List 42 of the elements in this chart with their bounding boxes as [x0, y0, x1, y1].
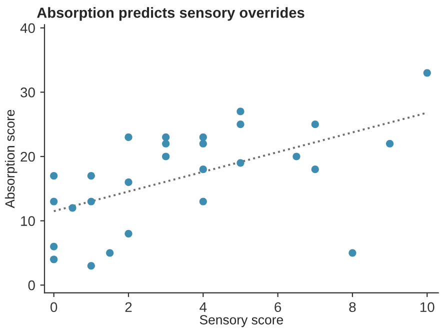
point	[87, 172, 95, 180]
point	[199, 166, 207, 174]
point	[50, 172, 58, 180]
y-tick-label: 0	[28, 280, 35, 290]
x-tick-label: 2	[125, 302, 132, 312]
x-tick-label: 6	[274, 302, 282, 312]
point	[386, 140, 394, 148]
point	[106, 249, 114, 257]
y-tick-label: 40	[20, 23, 35, 34]
point	[311, 166, 319, 174]
point	[236, 108, 244, 116]
point	[236, 159, 244, 167]
point	[87, 198, 95, 206]
point	[348, 249, 356, 257]
x-tick-label: 0	[50, 302, 58, 312]
point	[292, 152, 300, 160]
point	[68, 204, 76, 212]
point	[162, 152, 170, 160]
y-tick-label: 30	[20, 88, 35, 98]
point	[236, 120, 244, 128]
point	[124, 133, 132, 142]
point	[50, 198, 58, 206]
y-axis-title: Absorption score	[4, 110, 18, 208]
point	[199, 133, 207, 142]
y-tick-label: 20	[20, 152, 35, 162]
x-tick-label: 4	[200, 302, 207, 312]
y-tick-label: 10	[21, 216, 35, 226]
point	[199, 198, 207, 206]
point	[199, 140, 207, 148]
point	[162, 140, 170, 148]
point	[50, 256, 58, 264]
chart-title: Absorption predicts sensory overrides	[36, 7, 304, 21]
point	[423, 69, 431, 77]
point	[124, 178, 132, 186]
x-tick-label: 8	[349, 302, 356, 312]
point	[87, 262, 95, 270]
x-axis-title: Sensory score	[200, 315, 283, 328]
x-tick-label: 10	[420, 302, 434, 312]
point	[162, 133, 170, 142]
point	[311, 120, 319, 128]
point	[50, 242, 58, 250]
point	[124, 230, 132, 238]
